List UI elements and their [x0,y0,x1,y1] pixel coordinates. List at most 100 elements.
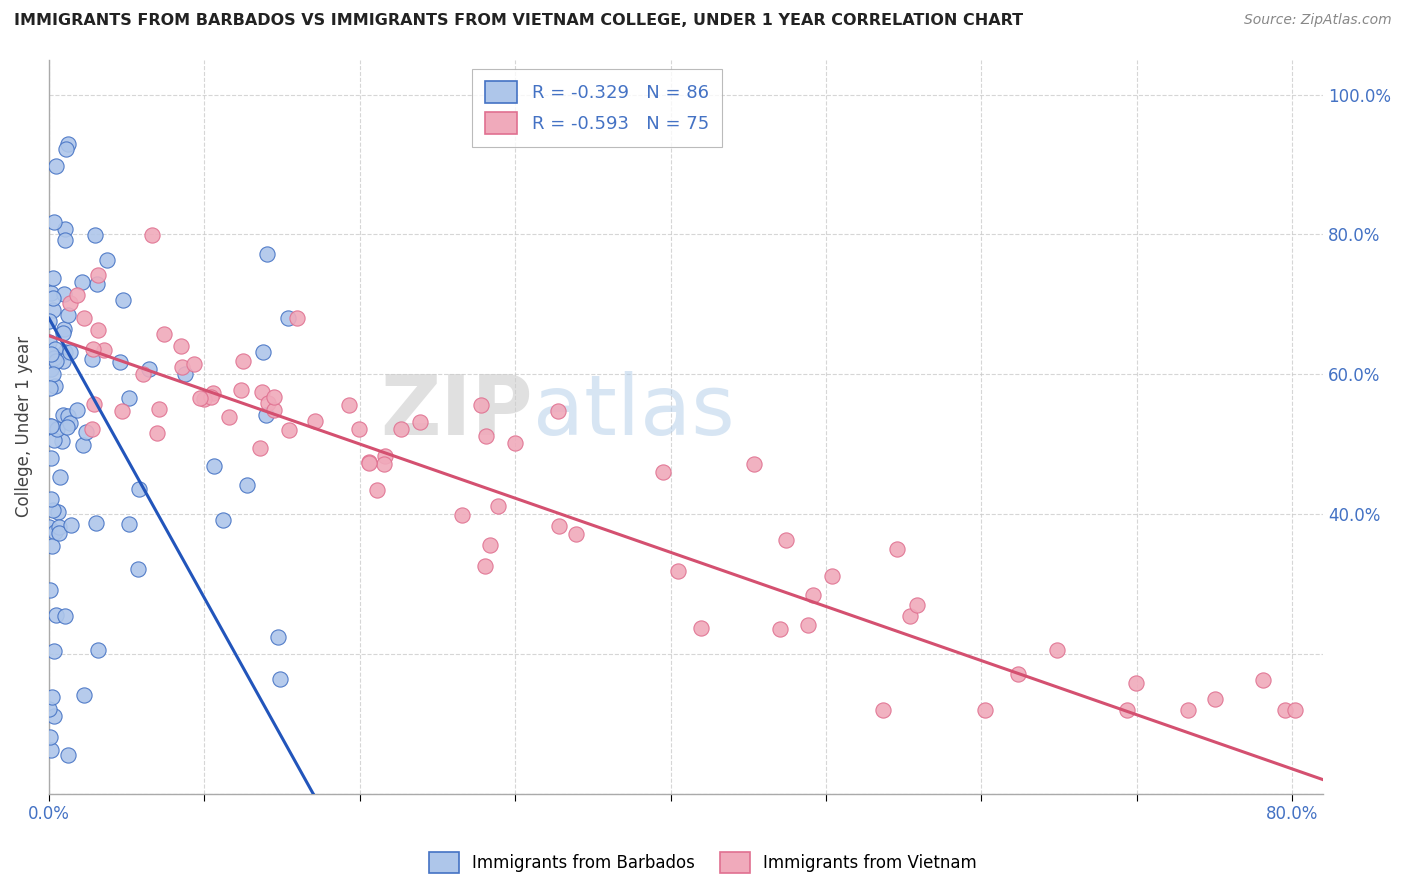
Point [131,367,153,381]
Point [548,518,571,533]
Point [44,351,66,365]
Point [80,422,103,436]
Point [72,275,94,289]
Point [267,630,290,644]
Point [93,343,115,357]
Point [66,403,89,417]
Point [111,404,134,418]
Legend: R = -0.329   N = 86, R = -0.593   N = 75: R = -0.329 N = 86, R = -0.593 N = 75 [472,69,721,147]
Point [470,398,492,412]
Point [51,434,73,448]
Point [84,516,107,530]
Point [339,398,361,412]
Text: atlas: atlas [533,371,735,452]
Point [38,334,60,349]
Point [128,482,150,496]
Point [82,352,104,367]
Point [75,425,97,439]
Point [42,643,65,657]
Point [254,409,277,423]
Point [666,565,689,579]
Point [366,483,388,497]
Point [41,492,63,507]
Point [1007,666,1029,681]
Point [38,314,60,328]
Point [56,136,79,151]
Point [87,643,110,657]
Point [39,361,62,376]
Point [39,450,62,465]
Point [1251,673,1274,688]
Point [1115,703,1137,717]
Point [41,367,63,381]
Point [153,326,176,341]
Point [66,288,89,302]
Point [96,253,118,268]
Point [38,702,60,716]
Point [45,422,67,436]
Point [1177,703,1199,717]
Point [55,142,77,156]
Point [250,384,273,399]
Point [53,286,76,301]
Point [39,381,62,395]
Point [269,672,291,686]
Point [357,455,380,469]
Point [278,424,301,438]
Point [45,354,67,368]
Point [1274,703,1296,717]
Point [249,441,271,455]
Point [42,215,65,229]
Point [236,478,259,492]
Point [82,342,104,356]
Point [42,503,65,517]
Point [263,390,285,404]
Point [86,277,108,292]
Point [231,383,253,397]
Point [52,353,75,368]
Point [108,354,131,368]
Point [39,582,62,597]
Point [118,517,141,532]
Point [44,524,66,539]
Point [183,357,205,371]
Point [188,391,211,405]
Point [42,271,65,285]
Point [41,286,63,301]
Point [974,703,997,717]
Point [41,347,63,361]
Point [41,539,63,553]
Point [451,508,474,523]
Point [775,533,797,547]
Point [39,730,62,744]
Legend: Immigrants from Barbados, Immigrants from Vietnam: Immigrants from Barbados, Immigrants fro… [422,846,984,880]
Text: ZIP: ZIP [381,371,533,452]
Text: IMMIGRANTS FROM BARBADOS VS IMMIGRANTS FROM VIETNAM COLLEGE, UNDER 1 YEAR CORREL: IMMIGRANTS FROM BARBADOS VS IMMIGRANTS F… [14,13,1024,29]
Point [58,308,80,322]
Point [474,558,496,573]
Point [503,436,526,450]
Point [742,457,765,471]
Point [148,401,170,416]
Point [41,291,63,305]
Point [73,311,96,326]
Point [263,403,285,417]
Point [256,247,278,261]
Point [45,608,67,623]
Point [127,561,149,575]
Point [49,470,72,484]
Point [409,415,432,429]
Point [193,392,215,406]
Point [373,449,395,463]
Point [42,349,65,363]
Point [886,542,908,557]
Point [87,268,110,282]
Point [769,622,792,636]
Point [389,422,412,436]
Point [42,434,65,448]
Point [56,420,79,434]
Point [73,688,96,702]
Point [86,323,108,337]
Point [801,588,824,602]
Point [1125,676,1147,690]
